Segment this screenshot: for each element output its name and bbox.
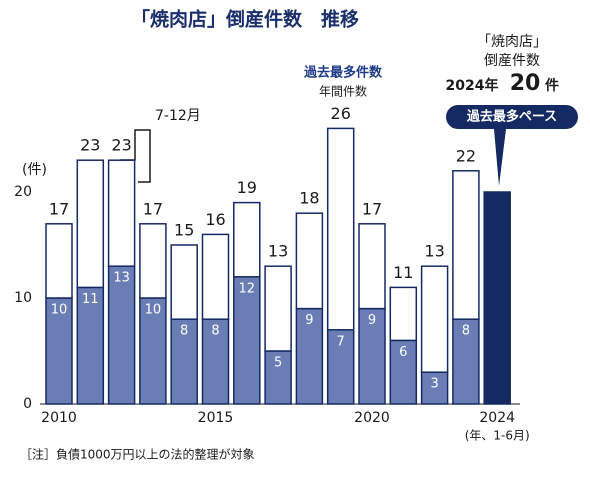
bar-segment: [452, 318, 480, 405]
segment-label: 5: [274, 356, 282, 371]
bar-segment: [45, 297, 73, 405]
pace-pill: [446, 105, 578, 129]
bar-segment: [389, 339, 418, 405]
bar-segment: [107, 159, 136, 267]
bar-segment: [358, 307, 386, 405]
pace-pointer: [494, 129, 506, 186]
badge-count: 20: [510, 71, 541, 96]
total-label: 17: [143, 199, 163, 218]
segment-label: 8: [180, 324, 188, 339]
bar-segment: [233, 276, 261, 405]
x-tick-label: 2024: [479, 410, 515, 426]
total-label: 22: [456, 146, 476, 165]
segment-label: 10: [51, 303, 68, 318]
bar-segment: [170, 244, 198, 320]
bar-segment: [420, 265, 449, 373]
bar-segment: [264, 265, 292, 352]
total-label: 17: [49, 199, 69, 218]
total-label: 23: [111, 136, 131, 155]
segment-label: 8: [211, 324, 219, 339]
total-label: 15: [174, 221, 194, 240]
total-label: 13: [268, 242, 288, 261]
bar-segment: [483, 191, 511, 405]
x-tick-label: 2015: [198, 410, 234, 426]
badge-title: 「焼肉店」: [477, 34, 547, 50]
bar-segment: [389, 286, 418, 342]
half-label: 7-12月: [155, 108, 201, 124]
segment-label: 7: [337, 334, 345, 349]
bar-segment: [76, 159, 105, 289]
bar-segment: [107, 265, 136, 405]
total-label: 13: [424, 242, 444, 261]
y-tick-label: 10: [14, 290, 32, 306]
y-tick-label: 20: [14, 184, 32, 200]
pace-label: 過去最多ペース: [466, 109, 557, 125]
bar-segment: [139, 223, 167, 299]
record-label: 過去最多件数: [303, 65, 383, 81]
badge-year: 2024年: [446, 77, 499, 94]
bar-segment: [326, 127, 355, 331]
total-label: 26: [331, 104, 351, 123]
segment-label: 8: [462, 324, 470, 339]
segment-label: 12: [239, 281, 256, 296]
segment-label: 9: [305, 313, 313, 328]
segment-label: 9: [368, 313, 376, 328]
bar-segment: [76, 286, 105, 405]
segment-label: 6: [399, 345, 407, 360]
total-label: 18: [299, 189, 319, 208]
bar-segment: [452, 170, 480, 320]
bar-segment: [420, 371, 449, 405]
bar-segment: [201, 233, 230, 320]
x-tick-label: 2010: [41, 410, 77, 426]
y-tick-label: 0: [23, 396, 32, 412]
bar-segment: [139, 297, 167, 405]
total-label: 17: [362, 199, 382, 218]
bar-segment: [233, 201, 261, 278]
segment-label: 13: [113, 271, 130, 286]
chart-title: 「焼肉店」倒産件数 推移: [131, 8, 359, 31]
total-label: 16: [205, 210, 225, 229]
total-label: 19: [237, 178, 257, 197]
x-tick-label: 2020: [354, 410, 390, 426]
bar-segment: [45, 223, 73, 299]
badge-sub: 倒産件数: [484, 53, 540, 69]
footnote: ［注］負債1000万円以上の法的整理が対象: [20, 447, 255, 462]
y-unit: (件): [22, 162, 47, 178]
x-note: (年、1-6月): [465, 429, 530, 443]
bar-segment: [295, 212, 324, 310]
total-label: 23: [80, 136, 100, 155]
badge-unit: 件: [545, 77, 559, 94]
segment-label: 10: [145, 303, 162, 318]
bar-segment: [170, 318, 198, 405]
segment-label: 11: [82, 292, 99, 307]
annual-label: 年間件数: [319, 84, 367, 99]
total-label: 11: [393, 263, 413, 282]
segment-label: 3: [430, 377, 438, 392]
bar-segment: [358, 223, 386, 310]
bar-segment: [326, 329, 355, 405]
